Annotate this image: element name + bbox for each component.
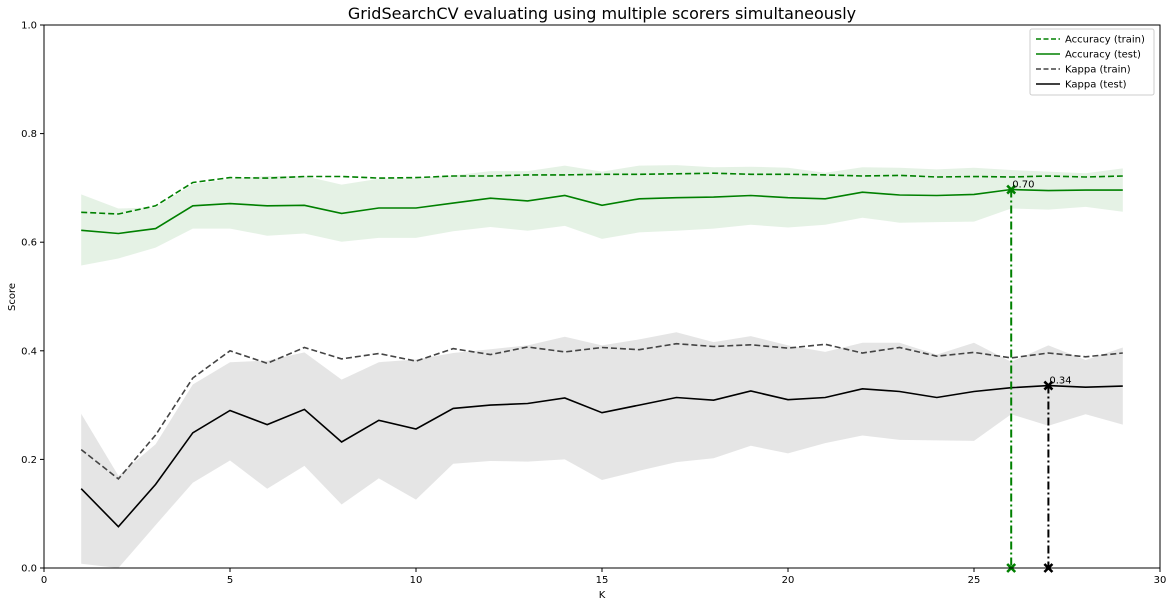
accuracy-test-line xyxy=(81,188,1123,235)
x-tick-label: 15 xyxy=(596,575,609,586)
legend-label-kappa-train: Kappa (train) xyxy=(1065,65,1131,76)
legend-label-accuracy-train: Accuracy (train) xyxy=(1065,35,1145,46)
kappa-train-line xyxy=(80,342,1123,481)
plot-layer xyxy=(80,165,1123,568)
kappa-test-best-marker xyxy=(1043,380,1054,391)
kappa-test-std-band xyxy=(81,332,1123,568)
y-tick-label: 0.6 xyxy=(21,238,37,249)
x-tick-label: 0 xyxy=(41,575,47,586)
legend-label-accuracy-test: Accuracy (test) xyxy=(1065,50,1141,61)
accuracy-test-best-marker xyxy=(1006,184,1017,195)
axes-frame xyxy=(43,24,1161,569)
y-tick-label: 0.2 xyxy=(21,455,37,466)
kappa-test-best-label: 0.34 xyxy=(1049,376,1071,387)
legend-box xyxy=(1029,28,1155,96)
legend-label-kappa-test: Kappa (test) xyxy=(1065,80,1127,91)
plot-area: 0.70 0.34 xyxy=(80,165,1123,573)
y-tick-label: 0.4 xyxy=(21,346,37,357)
x-tick-label: 20 xyxy=(782,575,795,586)
y-tick-label: 0.0 xyxy=(21,564,37,575)
accuracy-test-best-label: 0.70 xyxy=(1012,180,1034,191)
y-tick-label: 0.8 xyxy=(21,129,37,140)
accuracy-train-line xyxy=(81,172,1123,215)
chart-title: GridSearchCV evaluating using multiple s… xyxy=(348,4,856,23)
y-axis-label: Score xyxy=(7,283,18,311)
kappa-test-line xyxy=(80,384,1123,528)
x-tick-label: 10 xyxy=(410,575,423,586)
axis-ticks: 0 5 10 15 20 25 30 0.0 0.2 0.4 0.6 0.8 1.0 xyxy=(21,21,1166,587)
x-tick-label: 25 xyxy=(968,575,981,586)
x-tick-label: 30 xyxy=(1154,575,1167,586)
y-tick-label: 1.0 xyxy=(21,21,37,32)
x-axis-label: K xyxy=(599,590,606,601)
accuracy-test-std-band xyxy=(81,165,1123,266)
x-tick-label: 5 xyxy=(227,575,233,586)
legend: Accuracy (train) Accuracy (test) Kappa (tr… xyxy=(1029,28,1155,96)
